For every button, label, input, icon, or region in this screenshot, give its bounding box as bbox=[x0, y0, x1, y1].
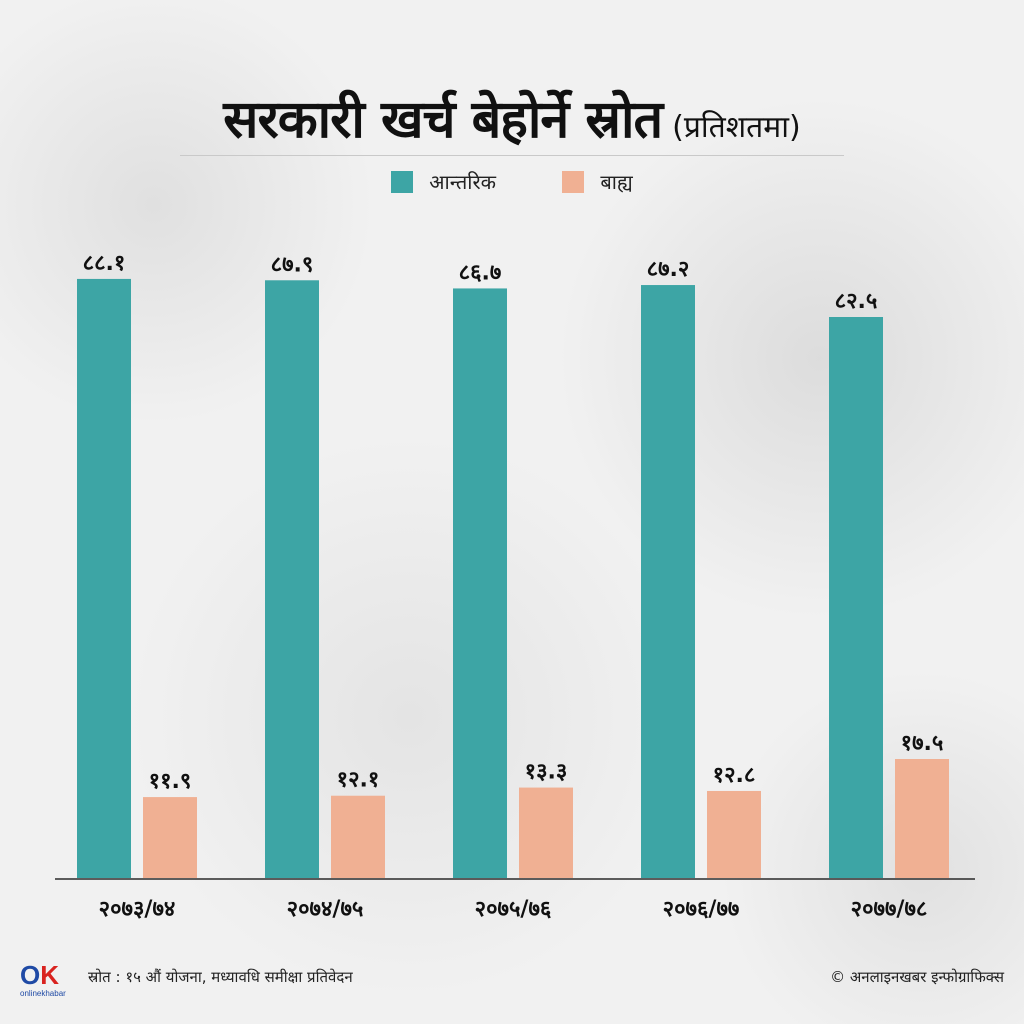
data-label-internal-2: ८६.७ bbox=[459, 260, 502, 285]
bar-internal-0 bbox=[77, 278, 131, 878]
legend: आन्तरिक बाह्य bbox=[0, 168, 1024, 198]
data-label-external-1: १२.१ bbox=[337, 768, 380, 793]
x-tick-label-0: २०७३/७४ bbox=[99, 897, 176, 922]
x-tick-label-4: २०७७/७८ bbox=[851, 897, 928, 922]
bar-internal-4 bbox=[829, 317, 883, 878]
legend-label-internal: आन्तरिक bbox=[429, 170, 497, 194]
bar-internal-3 bbox=[641, 285, 695, 878]
x-tick-label-1: २०७४/७५ bbox=[287, 897, 364, 922]
credit-note: © अनलाइनखबर इन्फोग्राफिक्स bbox=[830, 968, 1004, 986]
bar-external-2 bbox=[519, 787, 573, 878]
bar-external-1 bbox=[331, 795, 385, 878]
data-label-internal-3: ८७.२ bbox=[647, 257, 690, 282]
data-label-external-3: १२.८ bbox=[713, 763, 756, 788]
title-unit: (प्रतिशतमा) bbox=[672, 110, 801, 145]
bar-internal-2 bbox=[453, 288, 507, 878]
onlinekhabar-logo: OK onlinekhabar bbox=[20, 962, 70, 1002]
chart-title: सरकारी खर्च बेहोर्ने स्रोत (प्रतिशतमा) bbox=[0, 82, 1024, 153]
data-label-internal-1: ८७.९ bbox=[271, 252, 314, 277]
legend-label-external: बाह्य bbox=[600, 170, 633, 194]
data-label-external-4: १७.५ bbox=[901, 731, 944, 756]
bar-external-3 bbox=[707, 790, 761, 878]
bar-external-4 bbox=[895, 759, 949, 878]
bar-internal-1 bbox=[265, 280, 319, 878]
x-tick-label-2: २०७५/७६ bbox=[475, 897, 552, 922]
data-label-internal-0: ८८.१ bbox=[83, 251, 126, 276]
title-main: सरकारी खर्च बेहोर्ने स्रोत bbox=[223, 90, 663, 150]
legend-item-external: बाह्य bbox=[562, 168, 633, 195]
data-label-internal-4: ८२.५ bbox=[835, 289, 878, 314]
bar-external-0 bbox=[143, 797, 197, 878]
title-divider bbox=[180, 155, 844, 156]
source-note: स्रोत : १५ औं योजना, मध्यावधि समीक्षा प्… bbox=[88, 968, 353, 986]
legend-swatch-external bbox=[562, 170, 585, 193]
legend-swatch-internal bbox=[391, 170, 414, 193]
x-tick-label-3: २०७६/७७ bbox=[663, 897, 740, 922]
logo-text: onlinekhabar bbox=[20, 989, 66, 998]
data-label-external-0: ११.९ bbox=[149, 769, 192, 794]
data-label-external-2: १३.३ bbox=[525, 760, 568, 785]
legend-item-internal: आन्तरिक bbox=[391, 168, 496, 195]
